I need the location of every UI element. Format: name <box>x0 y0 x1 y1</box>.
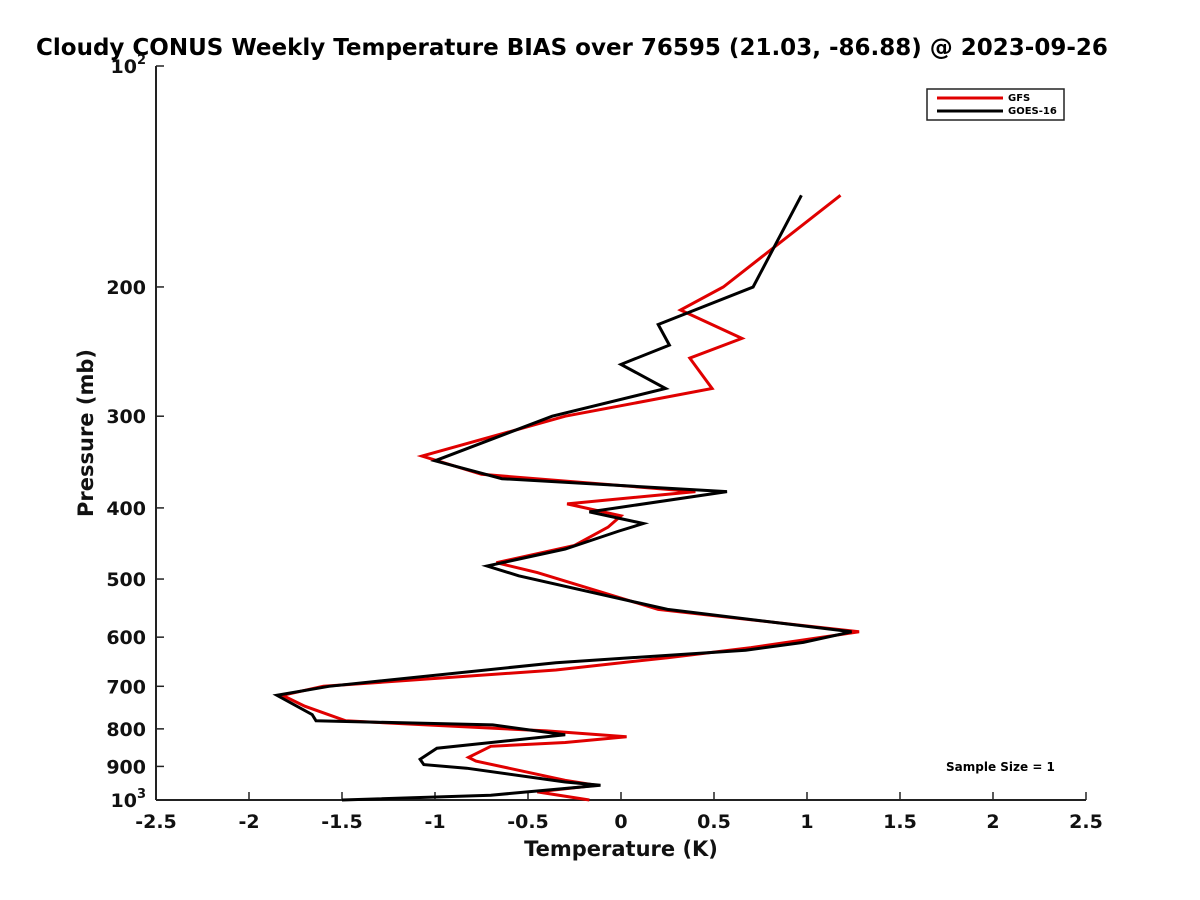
x-tick-label: 2 <box>986 811 999 833</box>
x-tick-label: -2.5 <box>135 811 177 833</box>
series-layer <box>272 194 860 802</box>
y-tick-label: 600 <box>106 627 146 649</box>
x-tick-label: 1.5 <box>883 811 917 833</box>
x-tick-label: 2.5 <box>1069 811 1103 833</box>
series-line-gfs <box>277 194 860 802</box>
y-tick-label: 900 <box>106 756 146 778</box>
legend-label-goes16: GOES-16 <box>1008 106 1057 117</box>
legend-label-gfs: GFS <box>1008 93 1030 104</box>
y-tick-base: 10 <box>111 56 137 78</box>
y-tick-label: 200 <box>106 277 146 299</box>
legend: GFS GOES-16 <box>926 88 1065 121</box>
x-tick-label: 0.5 <box>697 811 731 833</box>
x-tick-label: -1.5 <box>321 811 363 833</box>
y-tick-label: 400 <box>106 498 146 520</box>
chart-title: Cloudy CONUS Weekly Temperature BIAS ove… <box>36 35 1108 61</box>
y-tick-base: 10 <box>111 790 137 812</box>
x-tick-label: -1 <box>424 811 445 833</box>
y-tick-label: 103 <box>111 787 147 812</box>
y-tick-exponent: 2 <box>137 53 146 68</box>
y-tick-label: 500 <box>106 569 146 591</box>
x-tick-label: 1 <box>800 811 813 833</box>
series-line-goes16 <box>272 194 852 802</box>
y-tick-label: 800 <box>106 719 146 741</box>
x-ticks: -2.5 -2 -1.5 -1 -0.5 0 0.5 1 1.5 2 2.5 <box>135 792 1103 833</box>
x-tick-label: 0 <box>614 811 627 833</box>
y-tick-label: 700 <box>106 676 146 698</box>
y-tick-label: 102 <box>111 53 147 78</box>
y-tick-exponent: 3 <box>137 787 146 802</box>
y-axis-label: Pressure (mb) <box>74 349 98 517</box>
sample-size-note: Sample Size = 1 <box>946 760 1055 774</box>
x-tick-label: -2 <box>238 811 259 833</box>
x-axis-label: Temperature (K) <box>524 837 718 861</box>
legend-box <box>926 88 1065 121</box>
x-tick-label: -0.5 <box>507 811 549 833</box>
y-tick-label: 300 <box>106 406 146 428</box>
